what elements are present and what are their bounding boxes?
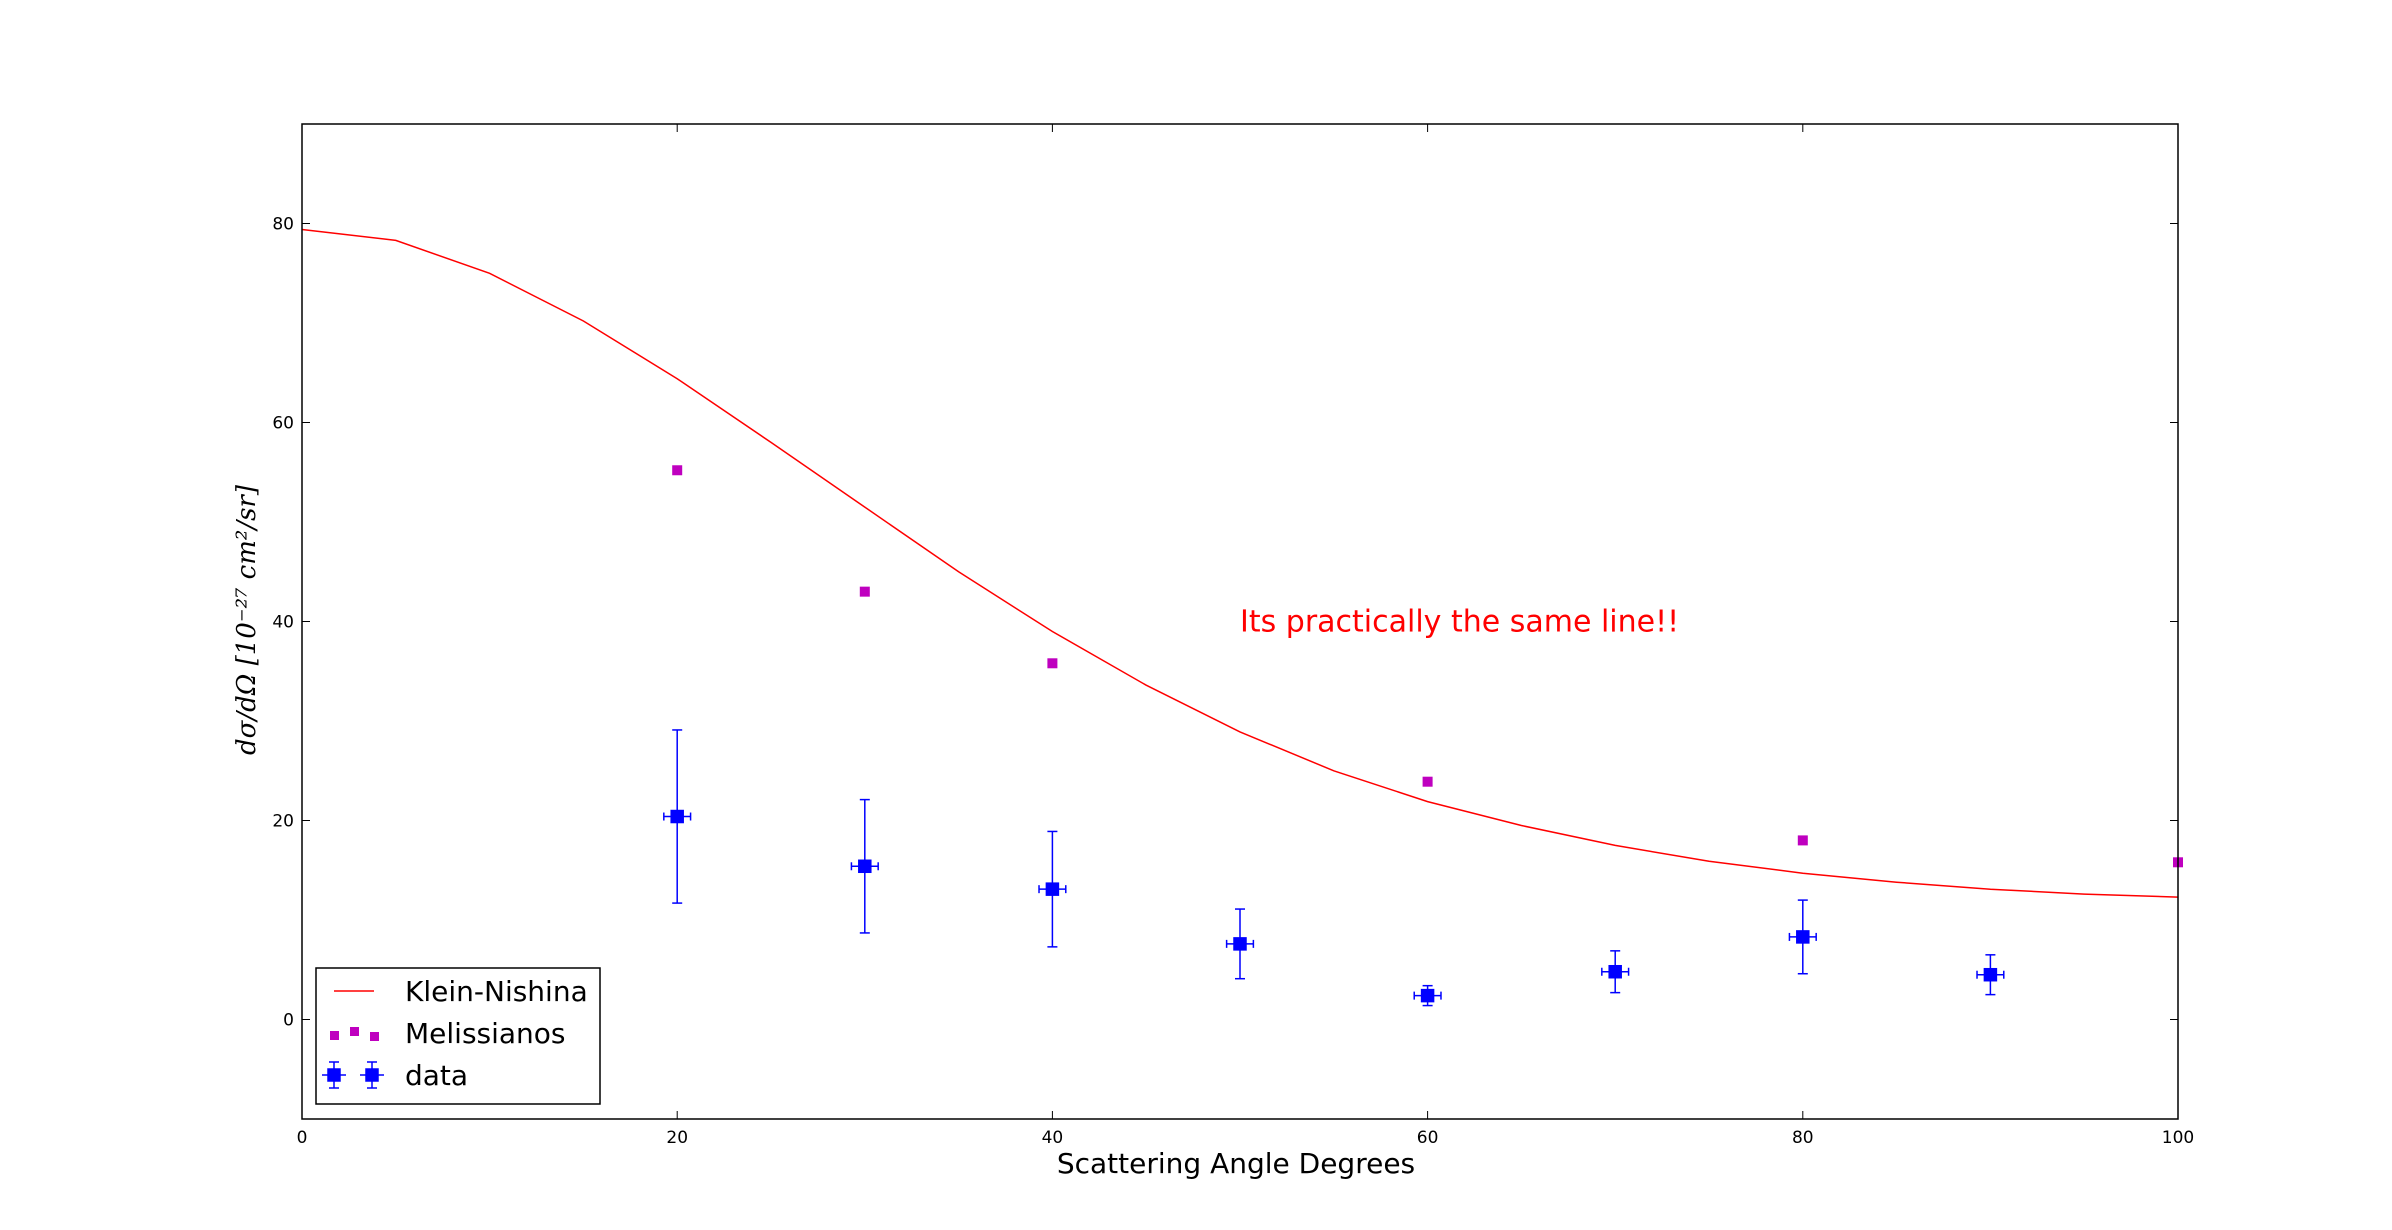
point-data (1225, 908, 1255, 980)
x-tick-label: 40 (1042, 1128, 1064, 1148)
x-tick-label: 20 (666, 1128, 688, 1148)
point-data (1601, 950, 1630, 994)
legend-marker-melissianos-3 (370, 1032, 379, 1041)
annotation-text: Its practically the same line!! (1240, 605, 1679, 640)
x-tick-label: 0 (297, 1128, 308, 1148)
point-melissianos (859, 586, 870, 597)
y-axis-label: dσ/dΩ [10⁻²⁷ cm²/sr] (232, 484, 262, 755)
legend-marker-data (322, 1061, 384, 1089)
legend-marker-melissianos-2 (350, 1027, 359, 1036)
x-axis-label: Scattering Angle Degrees (1057, 1147, 1415, 1180)
point-data (1038, 830, 1067, 948)
point-data (1976, 954, 2005, 996)
point-data (850, 798, 879, 934)
y-tick-label: 0 (283, 1011, 294, 1031)
x-tick-label: 80 (1792, 1128, 1814, 1148)
data-marker (670, 809, 684, 824)
series-line-klein-nishina (301, 228, 2179, 898)
data-marker (1045, 882, 1060, 896)
y-tick-label: 80 (272, 215, 294, 235)
legend-label-melissianos: Melissianos (405, 1017, 566, 1050)
point-data (1788, 899, 1817, 975)
data-marker (1796, 930, 1810, 944)
point-melissianos (672, 465, 683, 476)
point-data (663, 729, 692, 904)
plot-frame (301, 123, 2179, 1120)
legend-label-klein-nishina: Klein-Nishina (405, 975, 588, 1008)
point-melissianos (1422, 776, 1433, 787)
plot-area (301, 228, 2183, 1007)
legend-marker-melissianos-1 (330, 1031, 339, 1040)
data-marker (1983, 967, 1998, 982)
point-melissianos (1797, 835, 1808, 846)
legend: Klein-Nishina Melissianos data (315, 967, 601, 1105)
x-tick-label: 100 (2162, 1128, 2194, 1148)
point-data (1413, 984, 1442, 1007)
data-marker (1420, 988, 1435, 1003)
y-tick-label: 60 (272, 414, 294, 434)
y-tick-label: 40 (272, 613, 294, 633)
y-tick-label: 20 (272, 812, 294, 832)
axis-ticks: 0 20 40 60 80 100 0 20 40 60 80 (272, 124, 2194, 1148)
data-marker (858, 859, 872, 874)
data-marker (1233, 937, 1247, 951)
point-melissianos (1047, 658, 1058, 669)
x-tick-label: 60 (1417, 1128, 1439, 1148)
data-marker (1608, 964, 1622, 979)
legend-label-data: data (405, 1059, 468, 1092)
